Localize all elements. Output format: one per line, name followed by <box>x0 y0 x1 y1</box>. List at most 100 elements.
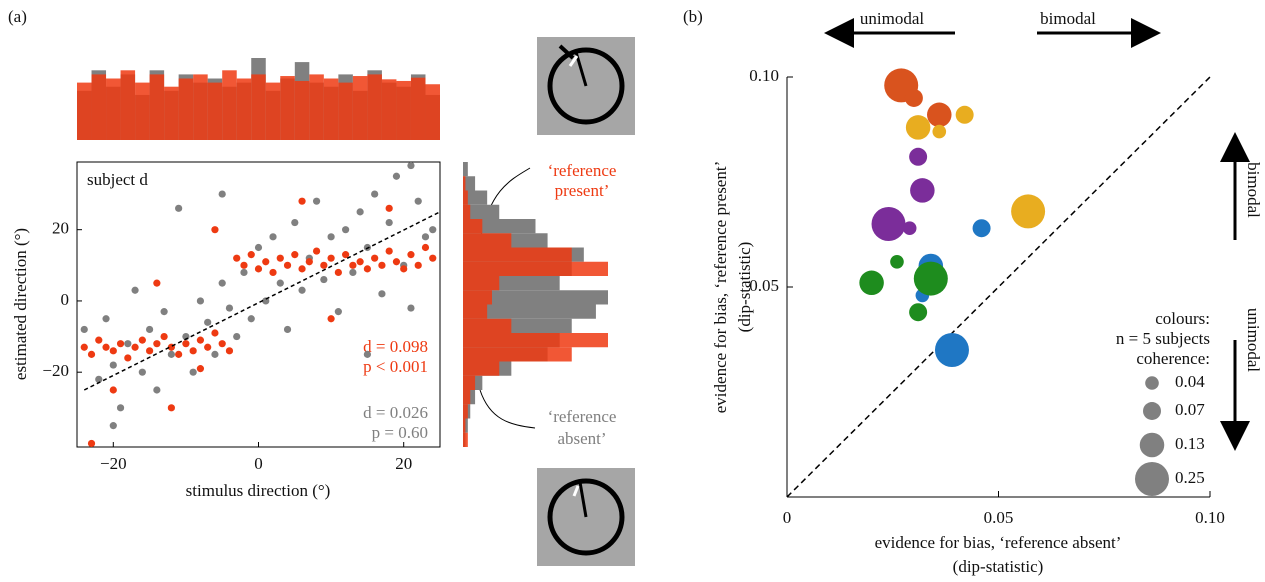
legend-title: n = 5 subjects <box>1116 329 1210 348</box>
point <box>197 365 204 372</box>
hist-bar <box>309 74 324 140</box>
y-axis-label: estimated direction (°) <box>11 228 30 380</box>
point <box>415 262 422 269</box>
point <box>219 190 226 197</box>
point <box>349 269 356 276</box>
point <box>211 329 218 336</box>
hist-bar <box>463 319 511 333</box>
hist-bar <box>106 79 121 141</box>
bubble <box>859 271 884 296</box>
y-tick-label: 20 <box>52 219 69 238</box>
legend-label: 0.04 <box>1175 372 1205 391</box>
point <box>342 226 349 233</box>
point <box>298 287 305 294</box>
bubble <box>909 303 927 321</box>
bubble <box>1011 194 1045 228</box>
hist-bar <box>463 390 470 404</box>
point <box>291 219 298 226</box>
x-tick-label: 0.10 <box>1195 508 1225 527</box>
bubble <box>872 207 906 241</box>
point <box>277 255 284 262</box>
legend-size <box>1145 376 1159 390</box>
point <box>298 265 305 272</box>
point <box>328 255 335 262</box>
point <box>284 262 291 269</box>
hist-bar <box>135 83 150 140</box>
bubble <box>927 103 952 128</box>
point <box>248 251 255 258</box>
point <box>211 351 218 358</box>
inset-absent <box>537 468 635 566</box>
hist-bar <box>425 84 440 140</box>
point <box>371 190 378 197</box>
bubble <box>935 333 969 367</box>
point <box>262 258 269 265</box>
x-tick-label: 0 <box>254 454 263 473</box>
point <box>131 287 138 294</box>
point <box>197 297 204 304</box>
bubble <box>914 262 948 296</box>
point <box>88 440 95 447</box>
point <box>422 244 429 251</box>
point <box>386 247 393 254</box>
point <box>117 404 124 411</box>
point <box>429 255 436 262</box>
point <box>400 265 407 272</box>
annotation: d = 0.098 <box>363 337 428 356</box>
point <box>204 319 211 326</box>
annotation: absent’ <box>557 429 606 448</box>
hist-bar <box>121 70 136 140</box>
point <box>124 354 131 361</box>
bubble <box>905 89 923 107</box>
legend-size <box>1135 462 1169 496</box>
point <box>117 340 124 347</box>
point <box>161 308 168 315</box>
bubble <box>890 255 904 269</box>
hist-bar <box>237 79 252 141</box>
hist-bar <box>382 79 397 140</box>
point <box>124 340 131 347</box>
bubble <box>932 125 946 139</box>
hist-bar <box>179 79 194 141</box>
hist-bar <box>463 376 475 390</box>
hist-bar <box>77 83 92 140</box>
point <box>219 340 226 347</box>
hist-bar <box>463 219 482 233</box>
point <box>175 205 182 212</box>
point <box>248 315 255 322</box>
hist-bar <box>280 76 295 140</box>
hist-bar <box>396 81 411 140</box>
point <box>110 386 117 393</box>
point <box>422 233 429 240</box>
x-tick-label: 20 <box>395 454 412 473</box>
annotation: unimodal <box>860 9 924 28</box>
legend-label: 0.25 <box>1175 468 1205 487</box>
point <box>407 162 414 169</box>
point <box>407 304 414 311</box>
y-axis-label: evidence for bias, ‘reference present’ <box>711 161 730 414</box>
legend-size <box>1143 402 1161 420</box>
point <box>364 351 371 358</box>
point <box>131 344 138 351</box>
hist-bar <box>463 233 511 247</box>
legend-label: 0.13 <box>1175 434 1205 453</box>
hist-bar <box>463 276 499 290</box>
point <box>95 337 102 344</box>
point <box>371 255 378 262</box>
point <box>139 369 146 376</box>
hist-bar <box>353 76 368 140</box>
point <box>102 315 109 322</box>
point <box>211 226 218 233</box>
annotation: bimodal <box>1040 9 1096 28</box>
point <box>226 347 233 354</box>
hist-bar <box>463 305 487 319</box>
point <box>335 308 342 315</box>
point <box>393 173 400 180</box>
point <box>110 361 117 368</box>
point <box>175 351 182 358</box>
bubble <box>909 148 927 166</box>
callout <box>480 390 535 428</box>
hist-bar <box>324 79 339 141</box>
legend-title: colours: <box>1155 309 1210 328</box>
point <box>320 262 327 269</box>
